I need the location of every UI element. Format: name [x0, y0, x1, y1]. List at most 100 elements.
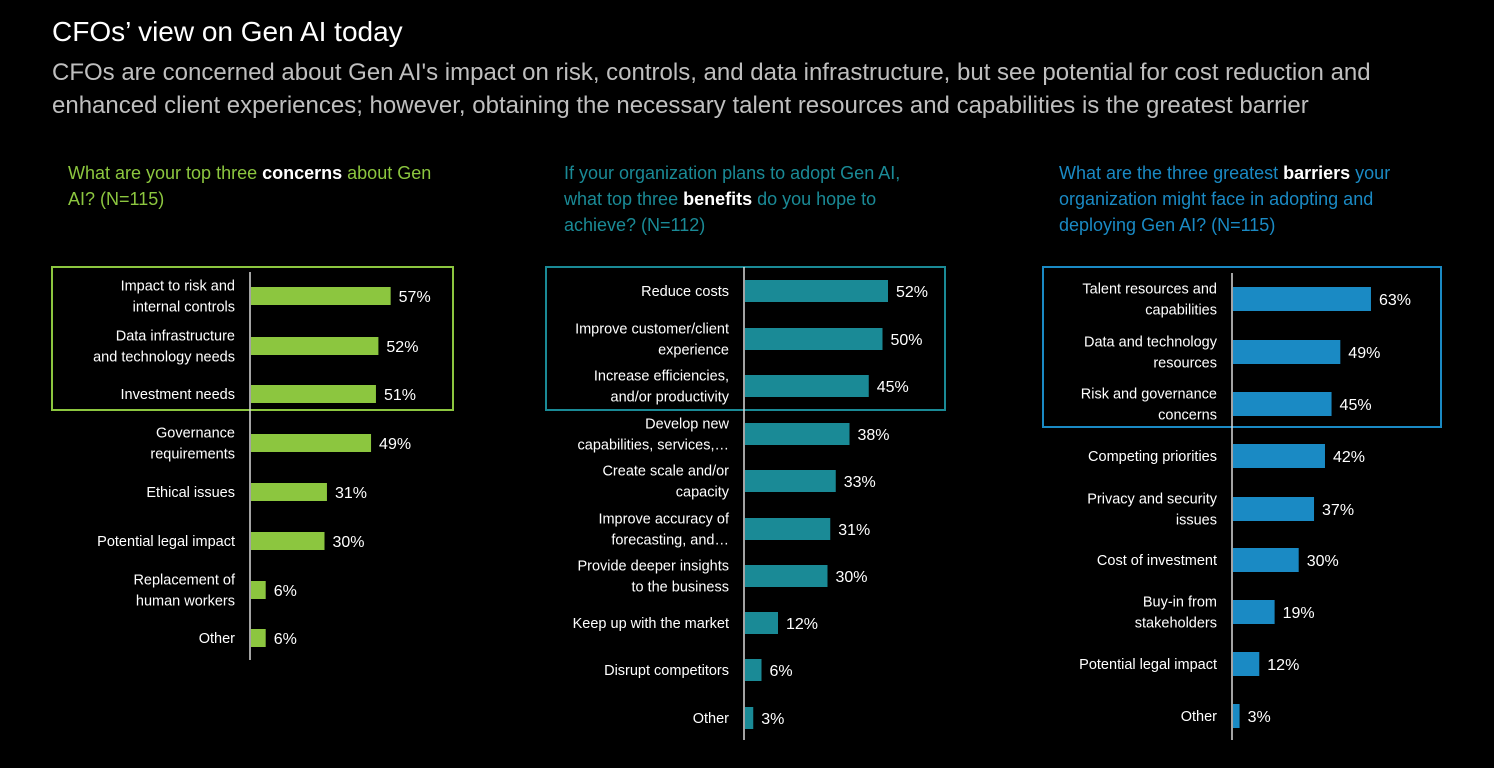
benefits-value-label: 52% — [896, 284, 928, 301]
benefits-category-label: Create scale and/or — [602, 464, 729, 480]
barriers-value-label: 49% — [1348, 345, 1380, 362]
concerns-category-label: Impact to risk and — [121, 279, 235, 295]
question-text: What are your top three — [68, 163, 263, 183]
concerns-category-label: human workers — [136, 594, 235, 610]
question-barriers: What are the three greatest barriers you… — [1059, 160, 1439, 238]
barriers-value-label: 37% — [1322, 502, 1354, 519]
barriers-category-label: resources — [1153, 356, 1217, 372]
benefits-value-label: 45% — [877, 379, 909, 396]
benefits-bar — [745, 423, 850, 445]
concerns-bar — [251, 385, 376, 403]
benefits-category-label: Improve customer/client — [575, 322, 729, 338]
concerns-category-label: and technology needs — [93, 350, 235, 366]
benefits-value-label: 38% — [858, 427, 890, 444]
concerns-category-label: requirements — [150, 447, 235, 463]
concerns-category-label: Potential legal impact — [97, 534, 235, 550]
concerns-bar — [251, 483, 327, 501]
benefits-value-label: 3% — [761, 711, 784, 728]
barriers-category-label: Other — [1181, 709, 1217, 725]
benefits-category-label: Other — [693, 711, 729, 727]
concerns-category-label: Ethical issues — [146, 485, 235, 501]
concerns-category-label: internal controls — [133, 300, 235, 316]
barriers-category-label: concerns — [1158, 408, 1217, 424]
concerns-bar — [251, 581, 266, 599]
concerns-bar — [251, 532, 325, 550]
benefits-value-label: 50% — [891, 332, 923, 349]
barriers-category-label: Cost of investment — [1097, 553, 1217, 569]
benefits-value-label: 33% — [844, 474, 876, 491]
question-keyword: barriers — [1283, 163, 1351, 183]
benefits-bar — [745, 280, 888, 302]
barriers-bar — [1233, 497, 1315, 521]
barriers-value-label: 19% — [1283, 605, 1315, 622]
benefits-category-label: Reduce costs — [641, 284, 729, 300]
benefits-value-label: 30% — [836, 569, 868, 586]
benefits-value-label: 31% — [838, 522, 870, 539]
benefits-category-label: Increase efficiencies, — [594, 369, 729, 385]
concerns-category-label: Other — [199, 631, 235, 647]
benefits-category-label: forecasting, and… — [611, 533, 729, 549]
question-concerns: What are your top three concerns about G… — [68, 160, 448, 212]
question-text: your organization might face in adopting… — [1059, 163, 1391, 235]
barriers-bar — [1233, 652, 1260, 676]
barriers-value-label: 63% — [1379, 292, 1411, 309]
benefits-category-label: Disrupt competitors — [604, 663, 729, 679]
question-keyword: benefits — [683, 189, 753, 209]
barriers-bar — [1233, 340, 1341, 364]
concerns-bar — [251, 287, 391, 305]
benefits-category-label: Develop new — [645, 417, 729, 433]
concerns-value-label: 31% — [335, 485, 367, 502]
barriers-value-label: 3% — [1248, 709, 1271, 726]
question-text: about Gen AI? (N=115) — [68, 163, 432, 209]
barriers-value-label: 42% — [1333, 449, 1365, 466]
barriers-category-label: stakeholders — [1135, 616, 1217, 632]
benefits-bar — [745, 375, 869, 397]
question-text: What are the three greatest — [1059, 163, 1284, 183]
barriers-bar — [1233, 548, 1299, 572]
barriers-bar — [1233, 704, 1240, 728]
barriers-value-label: 30% — [1307, 553, 1339, 570]
barriers-bar — [1233, 287, 1371, 311]
benefits-bar — [745, 470, 836, 492]
benefits-category-label: Improve accuracy of — [598, 512, 730, 528]
benefits-category-label: capacity — [676, 485, 730, 501]
benefits-category-label: to the business — [631, 580, 729, 596]
barriers-category-label: Competing priorities — [1088, 449, 1217, 465]
concerns-bar — [251, 337, 379, 355]
barriers-bar — [1233, 444, 1325, 468]
concerns-category-label: Data infrastructure — [116, 329, 235, 345]
barriers-bar — [1233, 392, 1332, 416]
benefits-bar — [745, 328, 883, 350]
barriers-bar — [1233, 600, 1275, 624]
barriers-category-label: Talent resources and — [1082, 282, 1217, 298]
concerns-value-label: 57% — [399, 289, 431, 306]
concerns-value-label: 6% — [274, 631, 297, 648]
barriers-value-label: 12% — [1267, 657, 1299, 674]
concerns-value-label: 6% — [274, 583, 297, 600]
benefits-bar — [745, 707, 754, 729]
question-text: do you hope to achieve? (N=112) — [564, 189, 877, 235]
concerns-category-label: Investment needs — [121, 387, 235, 403]
concerns-category-label: Replacement of — [133, 573, 236, 589]
barriers-category-label: Buy-in from — [1143, 595, 1217, 611]
concerns-value-label: 49% — [379, 436, 411, 453]
barriers-value-label: 45% — [1340, 397, 1372, 414]
question-text: If your organization plans to adopt Gen … — [564, 163, 901, 209]
benefits-bar — [745, 565, 828, 587]
barriers-highlight-box — [1042, 266, 1442, 428]
benefits-category-label: Provide deeper insights — [577, 559, 729, 575]
benefits-value-label: 6% — [770, 663, 793, 680]
benefits-highlight-box — [545, 266, 946, 411]
concerns-bar — [251, 629, 266, 647]
concerns-category-label: Governance — [156, 426, 235, 442]
barriers-category-label: issues — [1176, 513, 1217, 529]
page-title: CFOs’ view on Gen AI today — [52, 16, 403, 47]
question-keyword: concerns — [262, 163, 343, 183]
concerns-value-label: 52% — [386, 339, 418, 356]
benefits-category-label: experience — [658, 343, 729, 359]
concerns-highlight-box — [51, 266, 454, 411]
benefits-bar — [745, 612, 778, 634]
concerns-value-label: 30% — [333, 534, 365, 551]
benefits-category-label: capabilities, services,… — [578, 438, 730, 454]
